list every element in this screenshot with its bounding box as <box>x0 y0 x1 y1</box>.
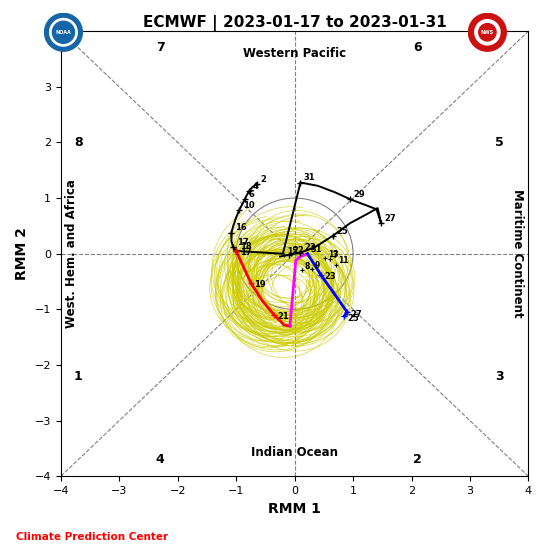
Text: 4: 4 <box>253 182 258 191</box>
Text: 31: 31 <box>304 173 316 182</box>
Text: 17: 17 <box>240 248 251 258</box>
Text: 13: 13 <box>328 249 339 259</box>
Text: Maritime Continent: Maritime Continent <box>511 189 524 318</box>
Text: 22: 22 <box>292 246 304 254</box>
X-axis label: RMM 1: RMM 1 <box>268 502 321 516</box>
Text: NWS: NWS <box>481 30 494 35</box>
Circle shape <box>44 13 83 51</box>
Circle shape <box>50 19 77 46</box>
Circle shape <box>53 21 74 43</box>
Text: 29: 29 <box>354 190 365 199</box>
Text: Climate Prediction Center: Climate Prediction Center <box>16 532 168 542</box>
Text: 25: 25 <box>348 313 359 323</box>
Text: 23: 23 <box>324 272 336 281</box>
Title: ECMWF | 2023-01-17 to 2023-01-31: ECMWF | 2023-01-17 to 2023-01-31 <box>143 15 446 31</box>
Text: 11: 11 <box>339 256 349 265</box>
Text: 1: 1 <box>74 370 83 383</box>
Text: 6: 6 <box>248 190 254 199</box>
Text: 18: 18 <box>240 242 251 251</box>
Text: 27: 27 <box>385 214 396 223</box>
Text: 9: 9 <box>315 261 321 270</box>
Text: 7: 7 <box>333 251 338 260</box>
Text: 2: 2 <box>413 453 422 466</box>
Text: 5: 5 <box>495 136 504 149</box>
Text: 16: 16 <box>235 223 247 232</box>
Text: 23: 23 <box>304 243 316 252</box>
Text: 21: 21 <box>278 312 289 322</box>
Text: 8: 8 <box>305 262 310 271</box>
Text: West. Hem. and Africa: West. Hem. and Africa <box>66 179 78 328</box>
Text: 8: 8 <box>74 136 83 149</box>
Text: Indian Ocean: Indian Ocean <box>251 445 338 458</box>
Text: 2: 2 <box>260 175 266 184</box>
Text: 6: 6 <box>413 42 422 54</box>
Text: Western Pacific: Western Pacific <box>243 46 346 60</box>
Text: NOAA: NOAA <box>56 30 71 35</box>
Text: 31: 31 <box>311 245 323 253</box>
Y-axis label: RMM 2: RMM 2 <box>15 228 29 280</box>
Text: 25: 25 <box>336 226 348 236</box>
Text: 17: 17 <box>237 238 248 247</box>
Text: 10: 10 <box>242 201 254 210</box>
Text: 7: 7 <box>156 42 165 54</box>
Circle shape <box>475 20 500 45</box>
Text: 15: 15 <box>287 247 298 256</box>
Circle shape <box>479 24 496 41</box>
Text: 4: 4 <box>156 453 165 466</box>
Text: 27: 27 <box>351 310 362 318</box>
Text: 19: 19 <box>254 280 266 289</box>
Circle shape <box>468 13 507 51</box>
Text: 3: 3 <box>495 370 504 383</box>
